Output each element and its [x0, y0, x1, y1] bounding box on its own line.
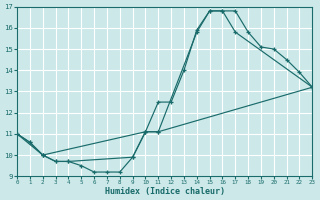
X-axis label: Humidex (Indice chaleur): Humidex (Indice chaleur): [105, 187, 225, 196]
